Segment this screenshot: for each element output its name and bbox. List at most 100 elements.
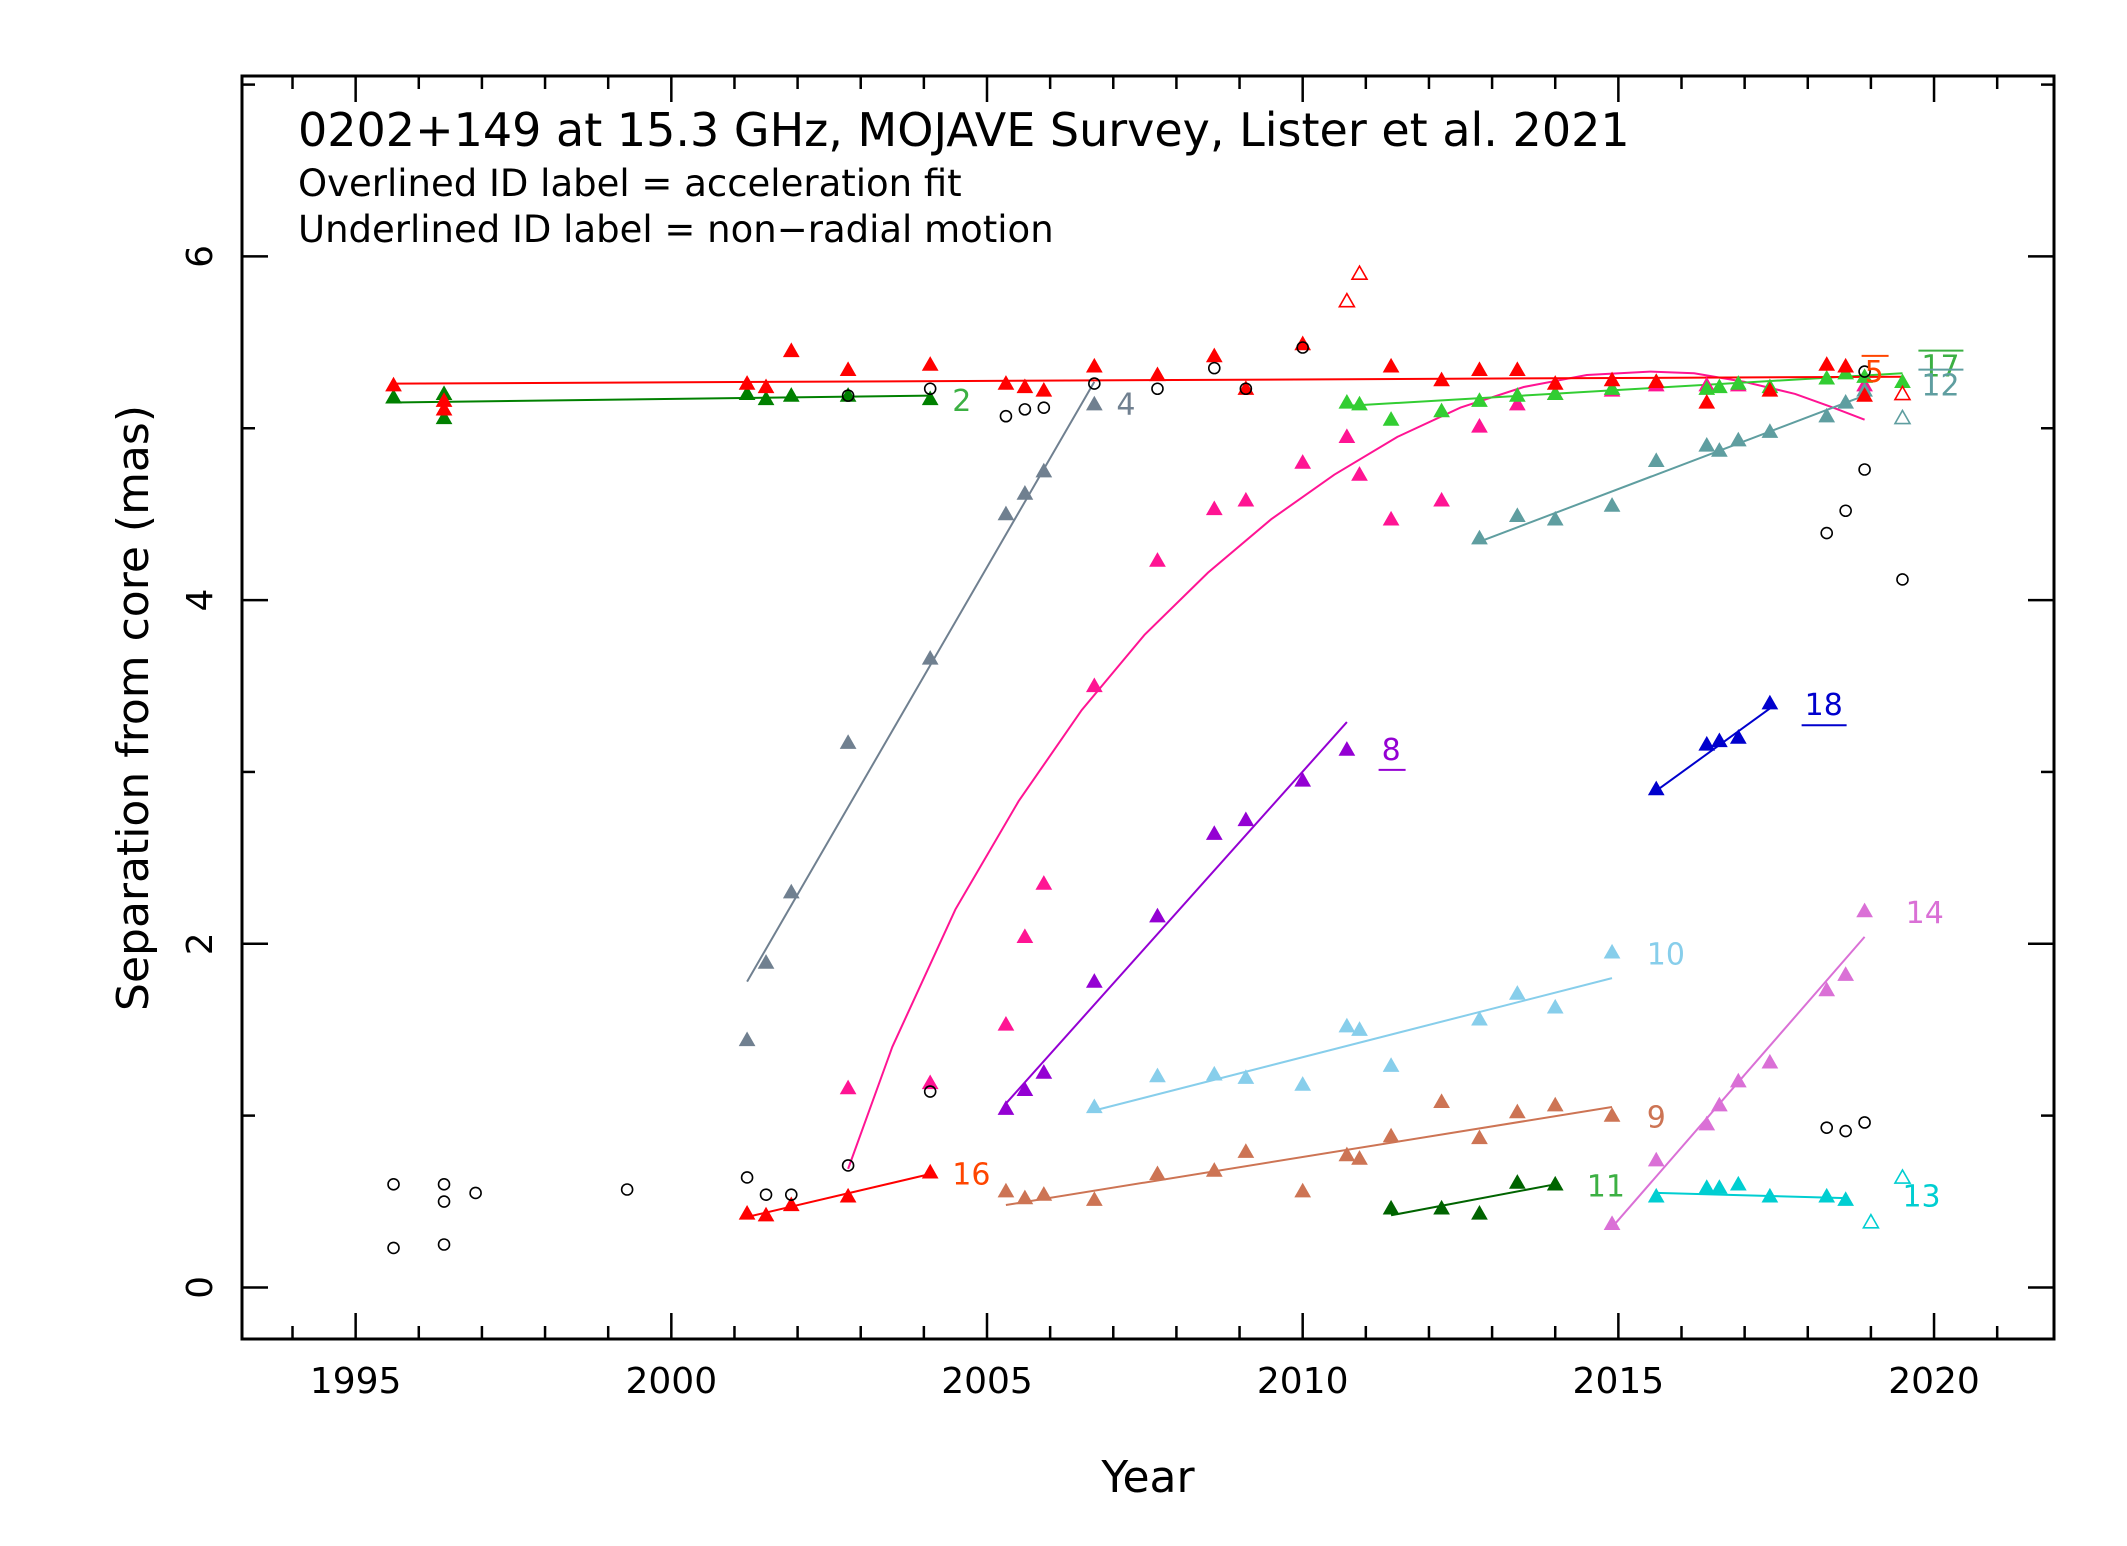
point-red-outer bbox=[1508, 361, 1526, 376]
point-unassigned bbox=[1839, 504, 1852, 518]
point-17 bbox=[1471, 392, 1488, 407]
point-11 bbox=[1433, 1199, 1450, 1215]
point-unassigned bbox=[740, 1171, 754, 1184]
point-unassigned bbox=[1088, 377, 1101, 390]
point-14 bbox=[1603, 1215, 1621, 1230]
point-red-outer bbox=[1546, 375, 1564, 390]
point-9 bbox=[1338, 1146, 1356, 1162]
point-unassigned bbox=[437, 1178, 451, 1191]
point-5 bbox=[1237, 491, 1255, 507]
point-red-outer bbox=[1471, 361, 1488, 376]
point-5 bbox=[1382, 510, 1400, 526]
point-9 bbox=[1382, 1127, 1400, 1143]
y-tick-label: 2 bbox=[180, 932, 221, 955]
point-unassigned bbox=[1858, 365, 1871, 378]
point-9 bbox=[1433, 1093, 1450, 1108]
point-16 bbox=[757, 1206, 775, 1222]
point-unassigned bbox=[999, 409, 1013, 423]
y-tick-label: 0 bbox=[180, 1276, 221, 1299]
series-label-4: 4 bbox=[1116, 387, 1135, 422]
point-red-outer bbox=[738, 375, 756, 390]
point-unassigned bbox=[1858, 463, 1871, 476]
point-17 bbox=[1433, 402, 1450, 418]
point-unassigned bbox=[1296, 341, 1309, 354]
point-9 bbox=[1508, 1103, 1526, 1119]
point-8 bbox=[1338, 741, 1356, 756]
series-label-5: 5 bbox=[1865, 355, 1884, 390]
point-5 bbox=[921, 1074, 939, 1090]
point-13 bbox=[1837, 1191, 1855, 1206]
point-8 bbox=[997, 1100, 1015, 1115]
fit-line-2 bbox=[393, 394, 931, 404]
x-tick-label: 2005 bbox=[941, 1361, 1033, 1402]
point-12 bbox=[1761, 423, 1779, 438]
point-17 bbox=[1546, 385, 1564, 401]
point-5 bbox=[839, 1079, 857, 1095]
point-10 bbox=[1085, 1098, 1103, 1114]
series-label-9: 9 bbox=[1647, 1101, 1666, 1136]
fit-line-13 bbox=[1656, 1191, 1846, 1200]
point-9 bbox=[1016, 1189, 1034, 1205]
point-17 bbox=[1603, 380, 1621, 395]
point-unassigned bbox=[387, 1241, 400, 1255]
point-9 bbox=[1471, 1129, 1488, 1145]
point-unassigned bbox=[437, 1238, 451, 1251]
x-tick-label: 2020 bbox=[1888, 1361, 1980, 1402]
point-13 bbox=[1761, 1187, 1779, 1203]
point-unassigned bbox=[841, 1159, 855, 1172]
point-red-outer bbox=[839, 361, 857, 376]
point-unassigned bbox=[469, 1186, 482, 1200]
point-4 bbox=[1016, 485, 1034, 500]
series-label-18: 18 bbox=[1805, 688, 1843, 723]
point-12 bbox=[1647, 452, 1665, 468]
point-2 bbox=[435, 409, 453, 425]
point-unassigned bbox=[1820, 1121, 1834, 1134]
point-9 bbox=[1603, 1107, 1621, 1122]
point-10 bbox=[1294, 1076, 1312, 1091]
point-4 bbox=[1035, 462, 1053, 478]
point-13 bbox=[1647, 1187, 1665, 1203]
point-4 bbox=[757, 954, 775, 969]
point-2 bbox=[921, 390, 939, 406]
point-18 bbox=[1729, 729, 1747, 744]
point-17 bbox=[1508, 387, 1526, 402]
point-17 bbox=[1818, 369, 1836, 385]
point-8 bbox=[1205, 825, 1223, 840]
series-label-8: 8 bbox=[1382, 733, 1401, 768]
point-2 bbox=[782, 387, 800, 402]
point-red-outer bbox=[757, 378, 775, 394]
point-12 bbox=[1698, 436, 1716, 452]
point-12 bbox=[1711, 442, 1728, 457]
axis-ticks: 1995 2000 2005 2010 2015 2020 0 2 4 6 bbox=[180, 76, 2054, 1402]
point-4 bbox=[782, 883, 800, 899]
point-4 bbox=[738, 1031, 756, 1047]
chart-subtitle-1: Overlined ID label = acceleration fit bbox=[298, 162, 962, 205]
plot-frame bbox=[240, 74, 2056, 1341]
fit-line-9 bbox=[1005, 1106, 1613, 1206]
point-unassigned bbox=[923, 382, 937, 396]
data-points bbox=[385, 264, 1912, 1255]
open-point-12 bbox=[1893, 408, 1912, 425]
point-5 bbox=[1085, 677, 1103, 693]
chart-title: 0202+149 at 15.3 GHz, MOJAVE Survey, Lis… bbox=[298, 103, 1630, 157]
point-14 bbox=[1761, 1053, 1779, 1069]
point-8 bbox=[1237, 811, 1255, 827]
open-point-red-outer bbox=[1350, 264, 1369, 281]
point-unassigned bbox=[437, 1195, 451, 1208]
x-tick-label: 2010 bbox=[1257, 1361, 1349, 1402]
point-red-outer bbox=[782, 342, 800, 358]
point-12 bbox=[1603, 497, 1621, 512]
point-10 bbox=[1471, 1010, 1488, 1026]
series-label-16: 16 bbox=[952, 1157, 990, 1192]
point-unassigned bbox=[759, 1188, 773, 1201]
point-17 bbox=[1382, 411, 1400, 426]
point-red-outer bbox=[1149, 366, 1166, 382]
x-tick-label: 2015 bbox=[1573, 1361, 1665, 1402]
point-unassigned bbox=[1207, 361, 1221, 375]
open-point-13 bbox=[1862, 1213, 1880, 1229]
point-13 bbox=[1818, 1187, 1836, 1203]
point-red-outer bbox=[1818, 356, 1836, 371]
fit-line-16 bbox=[746, 1173, 931, 1218]
point-11 bbox=[1546, 1175, 1564, 1191]
